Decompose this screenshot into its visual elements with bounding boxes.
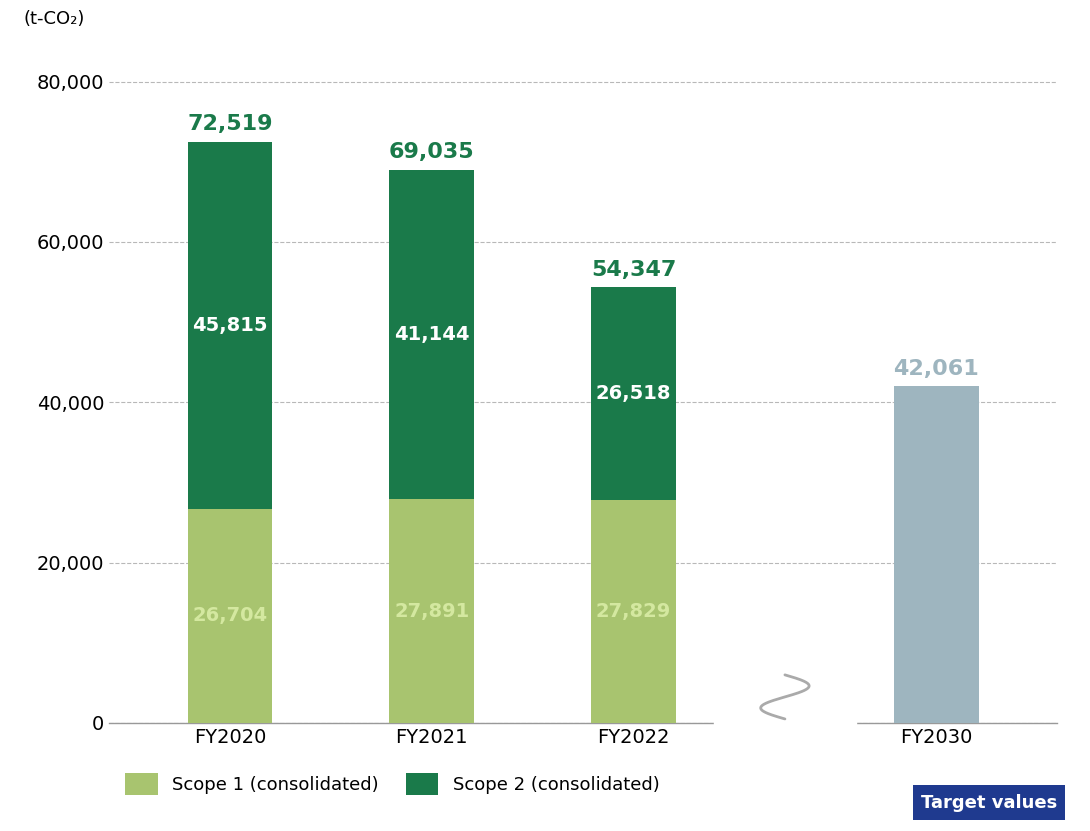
- Text: (t-CO₂): (t-CO₂): [24, 10, 85, 28]
- Text: 54,347: 54,347: [591, 260, 676, 280]
- Text: 26,518: 26,518: [596, 384, 671, 403]
- Bar: [591, 500, 676, 723]
- Text: 45,815: 45,815: [192, 316, 268, 335]
- Bar: [187, 141, 272, 509]
- Text: 27,829: 27,829: [596, 602, 671, 621]
- Legend: Scope 1 (consolidated), Scope 2 (consolidated): Scope 1 (consolidated), Scope 2 (consoli…: [118, 766, 667, 803]
- Bar: [591, 288, 676, 500]
- Bar: [714, 720, 856, 733]
- Bar: [187, 509, 272, 723]
- Bar: [389, 499, 474, 723]
- Bar: [894, 386, 979, 723]
- Text: Target values: Target values: [921, 794, 1057, 812]
- Text: 42,061: 42,061: [894, 358, 979, 379]
- Bar: [389, 170, 474, 499]
- Text: 26,704: 26,704: [193, 607, 268, 626]
- Text: 69,035: 69,035: [389, 142, 474, 162]
- Text: 27,891: 27,891: [395, 602, 470, 621]
- Text: 72,519: 72,519: [187, 115, 272, 135]
- Text: 41,144: 41,144: [395, 325, 470, 344]
